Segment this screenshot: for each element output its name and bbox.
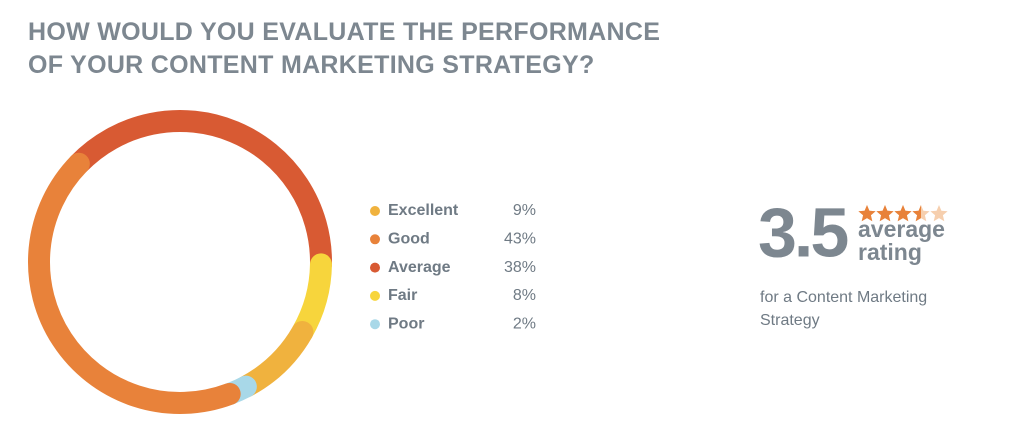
legend-label: Good xyxy=(388,231,430,248)
legend-label: Average xyxy=(388,259,451,276)
value-label: 8% xyxy=(513,287,536,304)
rating-label: average rating xyxy=(858,216,945,265)
rating-caption: for a Content Marketing Strategy xyxy=(760,289,928,329)
donut-segment xyxy=(67,110,332,276)
value-label: 9% xyxy=(513,202,536,219)
star xyxy=(876,205,894,222)
star-bg xyxy=(930,205,948,222)
legend-marker xyxy=(370,290,380,301)
star xyxy=(912,205,921,222)
value-label: 43% xyxy=(504,231,536,248)
value-label: 38% xyxy=(504,259,536,276)
legend-marker xyxy=(370,262,380,273)
rating-value: 3.5 xyxy=(758,193,847,271)
legend-label: Poor xyxy=(388,315,424,332)
donut-segment xyxy=(234,320,314,398)
value-label: 2% xyxy=(513,315,536,332)
legend-label: Excellent xyxy=(388,202,459,219)
legend-marker xyxy=(370,319,380,330)
legend-marker xyxy=(370,206,380,216)
star xyxy=(858,205,876,222)
legend-label: Fair xyxy=(388,287,417,304)
chart-title: HOW WOULD YOU EVALUATE THE PERFORMANCE O… xyxy=(28,18,661,79)
legend-marker xyxy=(370,234,380,245)
star xyxy=(894,205,912,222)
donut-segment xyxy=(28,152,241,414)
